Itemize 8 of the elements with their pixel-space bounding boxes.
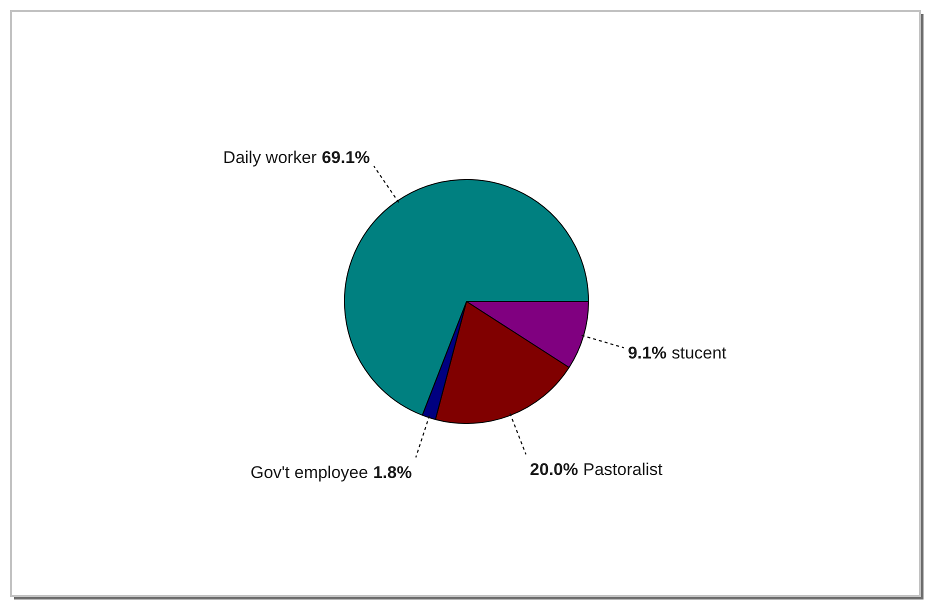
data-label: 9.1%	[628, 343, 667, 362]
slice-label: Gov't employee	[250, 463, 368, 482]
slice-label: Daily worker	[223, 148, 318, 167]
slice-label: stucent	[672, 343, 727, 362]
data-label: 69.1%	[322, 148, 370, 167]
data-label: 1.8%	[373, 463, 412, 482]
data-label: 20.0%	[530, 460, 578, 480]
slice-label: Pastoralist	[583, 460, 663, 480]
